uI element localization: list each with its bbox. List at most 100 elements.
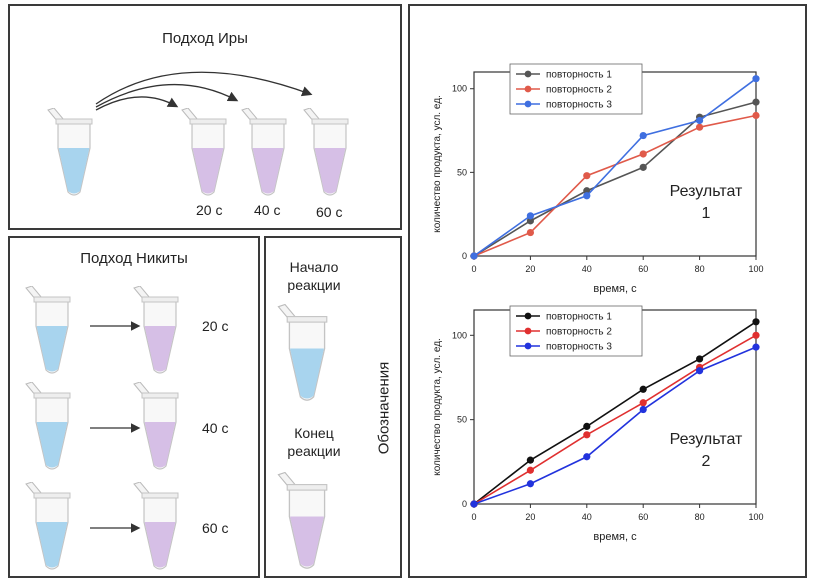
- x-tick-label: 0: [471, 264, 476, 274]
- nikita-time-40: 40 с: [202, 420, 229, 436]
- ira-tube-40: [241, 108, 287, 196]
- legend-swatch-marker: [524, 342, 532, 350]
- nikita-approach-panel: Подход Никиты 20 с 40 с 60 с: [8, 236, 260, 578]
- series-line-1: [473, 101, 757, 257]
- y-tick-label: 0: [462, 251, 467, 261]
- x-tick-label: 80: [695, 264, 705, 274]
- data-point: [639, 150, 647, 158]
- chart-caption-number: 2: [702, 453, 711, 470]
- nikita-end-tube-3: [133, 482, 179, 570]
- ira-time-40: 40 с: [254, 202, 281, 218]
- legend-start-tube: [277, 304, 328, 401]
- legend-entry: повторность 2: [546, 85, 612, 96]
- data-point: [696, 116, 704, 125]
- ira-diagram: [47, 71, 349, 196]
- x-tick-label: 20: [525, 512, 535, 522]
- data-point: [526, 228, 534, 237]
- data-point: [526, 217, 534, 225]
- data-point: [583, 172, 591, 180]
- data-point: [583, 187, 591, 195]
- data-point: [752, 343, 760, 351]
- nikita-time-20: 20 с: [202, 318, 229, 334]
- series-line-3: [473, 346, 757, 505]
- results-panel: 0 20 40 60 80 100 0 50 100 время, с количество про…: [408, 4, 807, 578]
- data-point: [696, 123, 704, 131]
- data-point: [526, 480, 534, 488]
- series-line-3: [473, 78, 757, 257]
- y-tick-label: 100: [452, 330, 467, 340]
- legend-swatch-marker: [524, 312, 532, 320]
- chart-1: 0 20 40 60 80 100 0 50 100 время, с количество про…: [432, 63, 764, 295]
- data-point: [583, 422, 591, 430]
- x-axis-label: время, с: [593, 531, 637, 543]
- chart-caption-number: 1: [702, 205, 711, 222]
- chart-caption: Результат: [670, 183, 743, 200]
- series-line-2: [473, 334, 757, 505]
- legend-swatch-marker: [524, 85, 532, 93]
- chart-legend: повторность 1 повторность 2 повторность 3: [509, 63, 643, 115]
- ira-approach-title: Подход Иры: [162, 30, 248, 47]
- ira-start-tube: [47, 108, 93, 196]
- nikita-start-tube-3: [25, 482, 71, 570]
- data-point: [583, 192, 591, 200]
- data-point: [526, 456, 534, 464]
- data-point: [752, 111, 760, 120]
- data-point: [526, 466, 534, 474]
- chart-caption: Результат: [670, 431, 743, 448]
- data-point: [752, 318, 760, 326]
- data-point: [639, 399, 647, 407]
- data-point: [583, 453, 591, 461]
- x-tick-label: 60: [638, 512, 648, 522]
- legend-entry: повторность 1: [546, 312, 612, 323]
- y-axis-label: количество продукта, усл. ед.: [432, 338, 443, 476]
- data-point: [752, 331, 760, 339]
- data-point: [639, 163, 647, 171]
- nikita-approach-title: Подход Никиты: [80, 250, 188, 267]
- data-point: [639, 385, 647, 393]
- legend-end-tube: [277, 472, 328, 569]
- y-tick-label: 50: [457, 415, 467, 425]
- data-point: [583, 431, 591, 439]
- nikita-end-tube-2: [133, 382, 179, 470]
- x-tick-label: 0: [471, 512, 476, 522]
- data-point: [696, 355, 704, 363]
- data-point: [470, 252, 478, 260]
- x-tick-label: 40: [582, 512, 592, 522]
- data-point: [639, 131, 647, 140]
- legend-panel: Начало реакции Конец реакции Обозначения: [264, 236, 402, 578]
- x-tick-label: 80: [695, 512, 705, 522]
- data-point: [526, 212, 534, 220]
- x-tick-label: 40: [582, 264, 592, 274]
- nikita-time-60: 60 с: [202, 520, 229, 536]
- legend-box: [509, 63, 643, 115]
- legend-start-label: Начало реакции: [287, 259, 341, 293]
- nikita-diagram: [25, 286, 179, 570]
- data-point: [696, 367, 704, 375]
- legend-swatch-marker: [524, 327, 532, 335]
- data-point: [470, 500, 478, 508]
- nikita-start-tube-1: [25, 286, 71, 374]
- data-point: [639, 405, 647, 414]
- legend-entry: повторность 3: [546, 100, 612, 111]
- data-point: [752, 98, 760, 106]
- chart-2: 0 20 40 60 80 100 0 50 100 время, с количество про…: [432, 305, 764, 543]
- ira-tube-20: [181, 108, 227, 196]
- y-tick-label: 0: [462, 499, 467, 509]
- x-tick-label: 20: [525, 264, 535, 274]
- x-axis-label: время, с: [593, 283, 637, 295]
- legend-entry: повторность 3: [546, 342, 612, 353]
- ira-tube-60: [303, 108, 349, 196]
- nikita-end-tube-1: [133, 286, 179, 374]
- ira-approach-panel: Подход Иры 20 с 40 с 60 с: [8, 4, 402, 230]
- legend-end-label: Конец реакции: [287, 425, 341, 459]
- y-tick-label: 50: [457, 167, 467, 177]
- ira-time-60: 60 с: [316, 204, 343, 220]
- ira-time-20: 20 с: [196, 202, 223, 218]
- chart-legend: повторность 1 повторность 2 повторность 3: [509, 305, 643, 357]
- x-tick-label: 60: [638, 264, 648, 274]
- x-tick-label: 100: [748, 512, 763, 522]
- y-axis-label: количество продукта, усл. ед.: [432, 95, 443, 233]
- legend-entry: повторность 2: [546, 327, 612, 338]
- series-line-1: [473, 321, 757, 505]
